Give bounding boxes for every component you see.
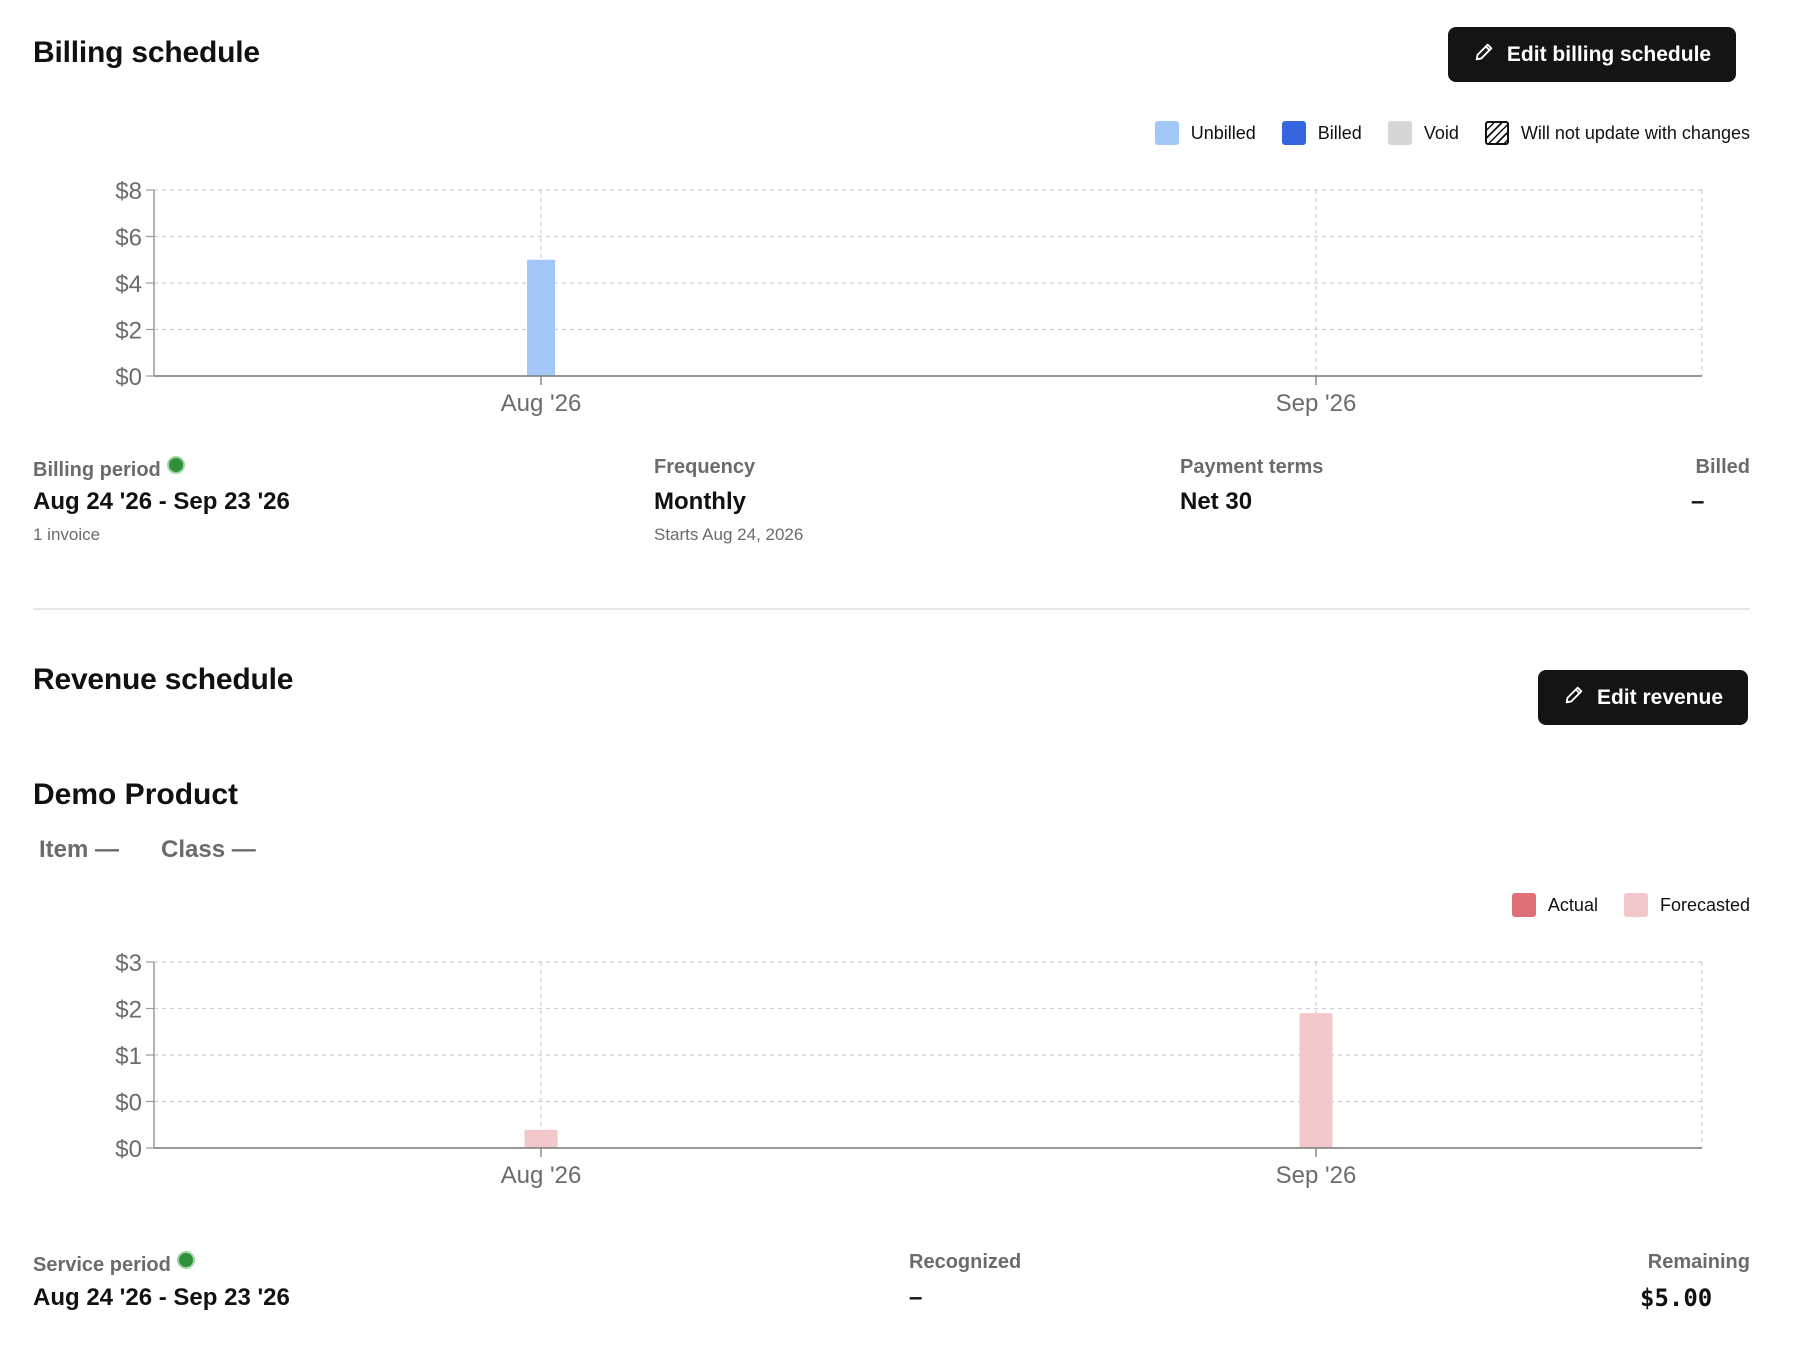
- billed-label: Billed: [1695, 456, 1750, 478]
- billing-schedule-title: Billing schedule: [33, 36, 260, 69]
- revenue-chart-legend: Actual Forecasted: [1486, 893, 1750, 917]
- service-period-label: Service period: [33, 1254, 171, 1276]
- service-period-label-row: Service period: [33, 1251, 195, 1277]
- legend-label-unbilled: Unbilled: [1190, 122, 1256, 143]
- y-tick-label: $1: [115, 1043, 142, 1070]
- billing-period-label: Billing period: [33, 459, 161, 481]
- frequency-start: Starts Aug 24, 2026: [654, 525, 804, 544]
- status-dot-icon: [166, 456, 185, 474]
- remaining-label: Remaining: [1647, 1251, 1750, 1273]
- invoice-count: 1 invoice: [33, 525, 101, 544]
- billing-chart: $0 $2 $4 $6 $8 Aug '26 Sep '26: [115, 178, 1703, 417]
- recognized-value: –: [909, 1284, 923, 1311]
- billing-bar-unbilled-0[interactable]: [527, 259, 555, 376]
- billing-chart-legend: Unbilled Billed Void Will not update wit…: [1129, 121, 1750, 145]
- y-tick-label: $2: [115, 997, 142, 1024]
- revenue-chart: $0 $0 $1 $2 $3 Aug '26 Sep '26: [115, 950, 1703, 1189]
- y-tick-label: $0: [115, 1090, 142, 1117]
- x-tick-label: Aug '26: [501, 390, 582, 417]
- legend-swatch-forecasted: [1623, 893, 1648, 917]
- pencil-icon: [1473, 41, 1495, 69]
- payment-terms-label: Payment terms: [1180, 456, 1324, 478]
- y-tick-label: $3: [115, 950, 142, 977]
- billed-value: –: [1691, 488, 1705, 515]
- payment-terms-value: Net 30: [1180, 488, 1253, 515]
- revenue-bar-forecasted-1[interactable]: [1299, 1013, 1333, 1148]
- legend-label-forecasted: Forecasted: [1659, 894, 1750, 915]
- x-tick-label: Sep '26: [1276, 390, 1357, 417]
- service-period-value: Aug 24 '26 - Sep 23 '26: [33, 1284, 290, 1311]
- x-tick-label: Sep '26: [1276, 1162, 1357, 1189]
- legend-item-actual: Actual: [1511, 893, 1598, 917]
- x-tick-label: Aug '26: [501, 1162, 582, 1189]
- legend-item-locked: Will not update with changes: [1484, 121, 1750, 145]
- legend-swatch-actual: [1511, 893, 1536, 917]
- legend-item-forecasted: Forecasted: [1623, 893, 1750, 917]
- item-field: Item —: [39, 836, 120, 863]
- edit-revenue-button[interactable]: Edit revenue: [1538, 670, 1748, 725]
- legend-label-locked: Will not update with changes: [1520, 122, 1750, 143]
- recognized-label: Recognized: [909, 1251, 1022, 1273]
- legend-label-void: Void: [1423, 122, 1459, 143]
- pencil-icon: [1563, 684, 1585, 712]
- edit-revenue-label: Edit revenue: [1596, 685, 1724, 709]
- edit-billing-schedule-label: Edit billing schedule: [1506, 42, 1712, 66]
- hatched-swatch-icon: [1484, 121, 1509, 145]
- legend-swatch-unbilled: [1154, 121, 1179, 145]
- edit-billing-schedule-button[interactable]: Edit billing schedule: [1448, 27, 1736, 82]
- class-field: Class —: [161, 836, 256, 863]
- legend-swatch-void: [1387, 121, 1412, 145]
- billing-period-label-row: Billing period: [33, 456, 185, 482]
- status-dot-icon: [176, 1251, 195, 1269]
- y-tick-label: $4: [115, 271, 142, 298]
- revenue-bar-forecasted-0[interactable]: [524, 1129, 558, 1148]
- y-tick-label: $0: [115, 364, 142, 391]
- frequency-value: Monthly: [654, 488, 746, 515]
- legend-item-void: Void: [1387, 121, 1459, 145]
- frequency-label: Frequency: [654, 456, 756, 478]
- revenue-schedule-title: Revenue schedule: [33, 663, 294, 696]
- legend-swatch-billed: [1281, 121, 1306, 145]
- y-tick-label: $0: [115, 1136, 142, 1163]
- legend-item-billed: Billed: [1281, 121, 1362, 145]
- product-name: Demo Product: [33, 778, 239, 811]
- legend-label-actual: Actual: [1547, 894, 1598, 915]
- y-tick-label: $8: [115, 178, 142, 205]
- legend-item-unbilled: Unbilled: [1154, 121, 1256, 145]
- legend-label-billed: Billed: [1317, 122, 1362, 143]
- billing-period-value: Aug 24 '26 - Sep 23 '26: [33, 488, 290, 515]
- remaining-value: $5.00: [1640, 1284, 1713, 1312]
- y-tick-label: $2: [115, 318, 142, 345]
- section-divider: [33, 608, 1750, 610]
- y-tick-label: $6: [115, 225, 142, 252]
